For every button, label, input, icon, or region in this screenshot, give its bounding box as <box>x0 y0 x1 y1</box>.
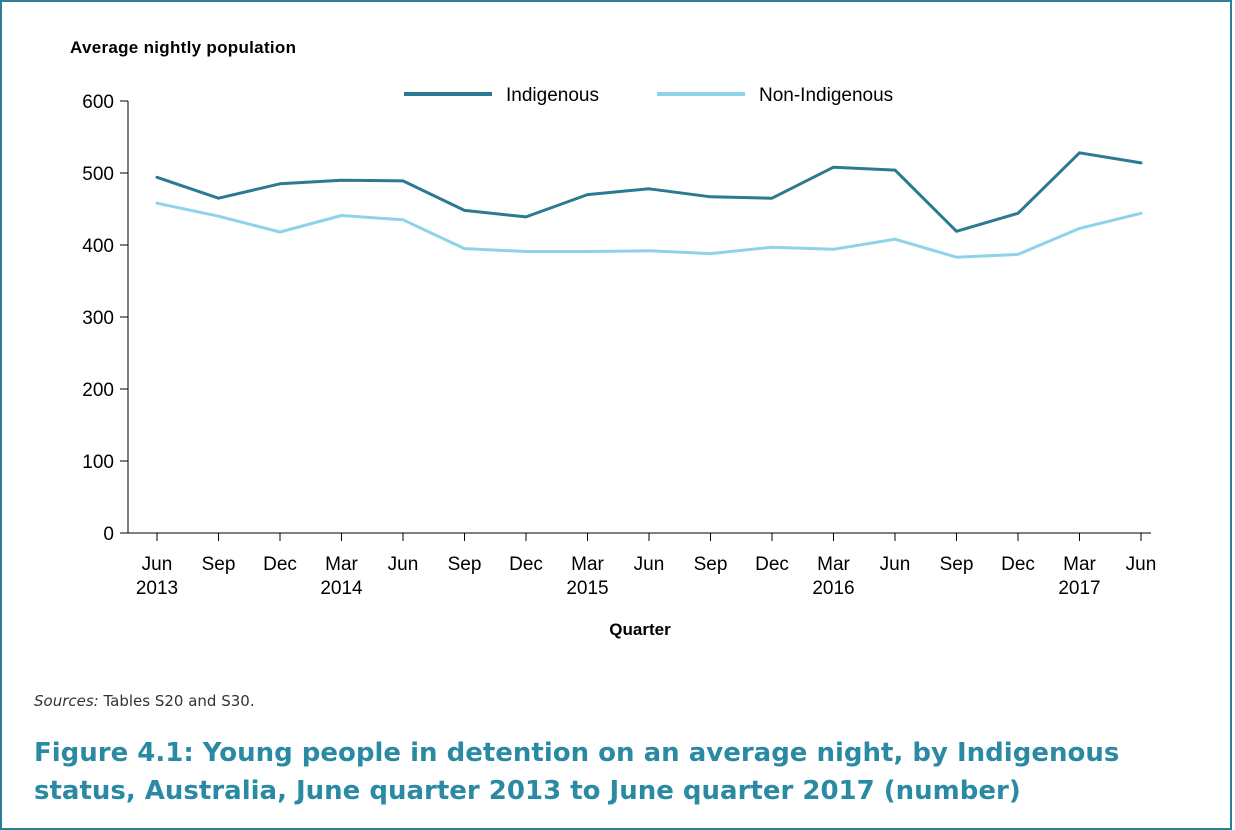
y-tick-label: 200 <box>82 380 114 401</box>
data-point <box>770 197 774 200</box>
data-point <box>955 256 958 259</box>
data-point <box>1016 253 1020 256</box>
data-point <box>340 214 343 217</box>
x-tick-label: Sep <box>694 554 728 575</box>
source-label: Sources: <box>34 692 99 710</box>
data-point <box>155 176 159 179</box>
data-point <box>340 179 343 182</box>
data-point <box>955 230 958 233</box>
y-tick-label: 600 <box>82 92 114 113</box>
y-tick-label: 400 <box>82 236 114 257</box>
data-point <box>832 248 835 251</box>
series-line-non-indigenous <box>155 201 1143 259</box>
data-point <box>278 182 282 185</box>
data-point <box>217 215 220 218</box>
data-point <box>1078 227 1081 230</box>
data-point <box>586 250 589 253</box>
data-point <box>217 197 220 200</box>
y-tick-label: 0 <box>103 524 114 545</box>
data-point <box>770 245 774 249</box>
data-point <box>1139 161 1143 165</box>
data-point <box>709 252 712 255</box>
data-point <box>463 247 466 250</box>
series-line-indigenous <box>155 151 1143 233</box>
x-tick-label: Sep <box>202 554 236 575</box>
legend-label: Non-Indigenous <box>759 85 893 106</box>
x-tick-label: Mar <box>1063 554 1096 575</box>
x-tick-label: Sep <box>940 554 974 575</box>
x-tick-label: Mar <box>571 554 604 575</box>
x-tick-label: Mar <box>325 554 358 575</box>
chart-legend: Indigenous Non-Indigenous <box>404 85 893 106</box>
y-tick-label: 300 <box>82 308 114 329</box>
x-tick-label: Jun <box>388 554 419 575</box>
data-point <box>278 230 282 234</box>
data-point <box>709 195 712 198</box>
x-tick-label: Dec <box>509 554 543 575</box>
data-point <box>647 249 651 252</box>
x-tick-label: Jun <box>142 554 173 575</box>
y-axis-title: Average nightly population <box>70 38 297 57</box>
figure-caption: Figure 4.1: Young people in detention on… <box>34 738 1120 806</box>
data-point <box>155 202 159 205</box>
data-point <box>524 215 528 219</box>
x-tick-label: Mar <box>817 554 850 575</box>
chart-axes: 0 100 200 300 400 500 600 Jun 2013 Sep Dec Mar 2014 J… <box>82 92 1156 599</box>
x-tick-year-label: 2015 <box>566 578 608 599</box>
x-tick-label: Jun <box>634 554 665 575</box>
data-point <box>586 193 589 196</box>
data-point <box>1139 212 1143 215</box>
x-tick-label: Jun <box>880 554 911 575</box>
x-tick-label: Sep <box>448 554 482 575</box>
data-point <box>401 179 405 183</box>
chart-lines <box>155 151 1143 259</box>
x-tick-year-label: 2014 <box>320 578 363 599</box>
x-tick-year-label: 2017 <box>1058 578 1100 599</box>
x-tick-year-label: 2016 <box>812 578 854 599</box>
source-note: Sources: Tables S20 and S30. <box>34 692 255 710</box>
data-point <box>401 218 405 221</box>
x-tick-label: Dec <box>263 554 297 575</box>
x-tick-label: Jun <box>1126 554 1157 575</box>
source-text: Tables S20 and S30. <box>98 692 255 710</box>
y-tick-label: 100 <box>82 452 114 473</box>
data-point <box>832 166 835 169</box>
x-tick-year-label: 2013 <box>136 578 178 599</box>
data-point <box>524 250 528 253</box>
x-axis-title: Quarter <box>609 620 671 639</box>
data-point <box>1016 212 1020 215</box>
x-tick-label: Dec <box>755 554 789 575</box>
y-tick-label: 500 <box>82 164 114 185</box>
data-point <box>463 209 466 212</box>
data-point <box>647 187 651 191</box>
data-point <box>1078 151 1081 155</box>
x-tick-label: Dec <box>1001 554 1035 575</box>
legend-label: Indigenous <box>506 85 599 106</box>
data-point <box>893 238 897 241</box>
data-point <box>893 168 897 172</box>
